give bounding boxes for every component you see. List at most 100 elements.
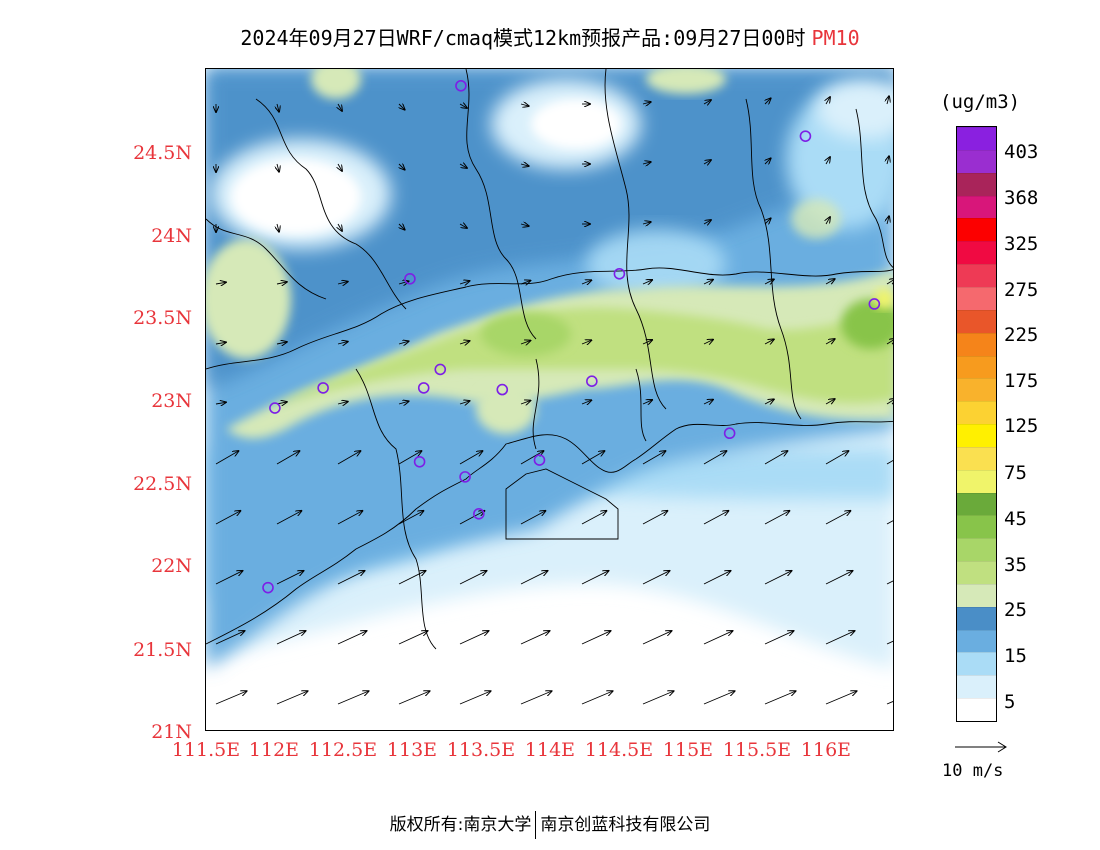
wind-arrow (642, 571, 669, 585)
station-markers (262, 79, 881, 594)
wind-arrow (825, 631, 854, 645)
station-marker (533, 454, 546, 466)
wind-arrow (886, 279, 893, 284)
wind-arrow (886, 460, 893, 465)
wind-arrow (337, 571, 364, 585)
wind-arrow (520, 511, 545, 525)
reference-vector-label: 10 m/s (942, 761, 1004, 781)
lon-tick-113.5E: 113.5E (446, 739, 516, 761)
lon-tick-115.5E: 115.5E (722, 739, 792, 761)
wind-arrow (825, 451, 848, 465)
wind-arrow (642, 102, 651, 104)
station-marker (262, 581, 274, 594)
wind-arrow (520, 401, 530, 404)
wind-arrow (703, 340, 713, 344)
wind-arrow (459, 281, 470, 284)
pm10-field (206, 69, 893, 730)
wind-arrow (459, 691, 491, 705)
wind-arrow (886, 399, 893, 404)
wind-arrow (581, 400, 591, 404)
wind-arrow (703, 571, 730, 585)
wind-arrow (703, 511, 728, 525)
station-marker (317, 382, 329, 394)
wind-arrow (459, 511, 484, 525)
station-marker (473, 507, 485, 520)
wind-arrow (581, 340, 591, 344)
station-marker (613, 267, 626, 280)
map-panel[interactable] (205, 68, 894, 731)
colorbar-segment (957, 583, 996, 607)
wind-arrow (764, 571, 791, 585)
colorbar-segment (957, 264, 996, 287)
wind-arrow (398, 571, 425, 585)
copyright-footer: 版权所有:南京大学 南京创蓝科技有限公司 (0, 810, 1100, 839)
colorbar-label-325: 325 (1004, 233, 1039, 255)
lon-tick-116E: 116E (800, 739, 852, 761)
wind-arrow (642, 631, 671, 645)
wind-arrow (215, 571, 242, 585)
station-marker (434, 363, 447, 376)
wind-arrow (825, 511, 850, 525)
wind-arrow (886, 700, 893, 705)
wind-arrow (215, 511, 240, 525)
wind-arrow (338, 223, 342, 231)
wind-arrow (825, 691, 857, 705)
wind-arrow (520, 631, 549, 645)
wind-arrow (642, 451, 665, 465)
station-marker (459, 471, 471, 483)
wind-arrow (825, 571, 852, 585)
lon-tick-115E: 115E (662, 739, 714, 761)
wind-arrow (581, 691, 613, 705)
wind-arrow (887, 156, 889, 165)
wind-vectors (215, 96, 893, 705)
wind-arrow (398, 631, 427, 645)
wind-arrow (337, 342, 348, 344)
wind-arrow (825, 399, 835, 404)
wind-arrow (886, 580, 893, 585)
colorbar-segment (957, 309, 996, 333)
lat-tick-21N: 21N (151, 721, 192, 743)
wind-arrow (215, 402, 226, 404)
lat-tick-24N: 24N (151, 225, 192, 247)
colorbar-segment (957, 629, 996, 653)
wind-arrow (764, 511, 789, 525)
wind-arrow (764, 451, 787, 465)
colorbar-segment (957, 561, 996, 584)
wind-arrow (642, 280, 652, 284)
wind-arrow (398, 401, 409, 404)
chart-title: 2024年09月27日WRF/cmaq模式12km预报产品:09月27日00时 P… (0, 22, 1100, 51)
wind-arrow (520, 224, 529, 226)
colorbar (956, 126, 997, 722)
lon-tick-112E: 112E (248, 739, 300, 761)
lon-tick-111.5E: 111.5E (171, 739, 241, 761)
wind-arrow (276, 571, 303, 585)
colorbar-segment (957, 469, 996, 493)
wind-arrow (398, 691, 430, 705)
wind-arrow (825, 279, 835, 284)
map-svg (206, 69, 893, 730)
wind-arrow (642, 691, 674, 705)
wind-arrow (703, 400, 713, 404)
colorbar-segment (957, 538, 996, 562)
wind-arrow (398, 281, 409, 284)
colorbar-segment (957, 127, 996, 150)
colorbar-segment (957, 286, 996, 310)
wind-arrow (337, 691, 369, 705)
lon-tick-113E: 113E (386, 739, 438, 761)
wind-arrow (764, 279, 774, 284)
lat-tick-24.5N: 24.5N (133, 142, 192, 164)
wind-arrow (459, 341, 470, 344)
lon-tick-114.5E: 114.5E (584, 739, 654, 761)
station-marker (413, 455, 426, 468)
lat-tick-23.5N: 23.5N (133, 307, 192, 329)
wind-arrow (277, 163, 279, 172)
copyright-right: 南京创蓝科技有限公司 (540, 815, 711, 835)
wind-arrow (703, 280, 713, 284)
wind-arrow (703, 691, 735, 705)
wind-arrow (764, 631, 793, 645)
wind-arrow (338, 103, 342, 111)
wind-arrow (703, 160, 711, 164)
title-text: 2024年09月27日WRF/cmaq模式12km预报产品:09月27日00时 (240, 26, 806, 50)
colorbar-segment (957, 401, 996, 425)
wind-arrow (520, 104, 529, 106)
